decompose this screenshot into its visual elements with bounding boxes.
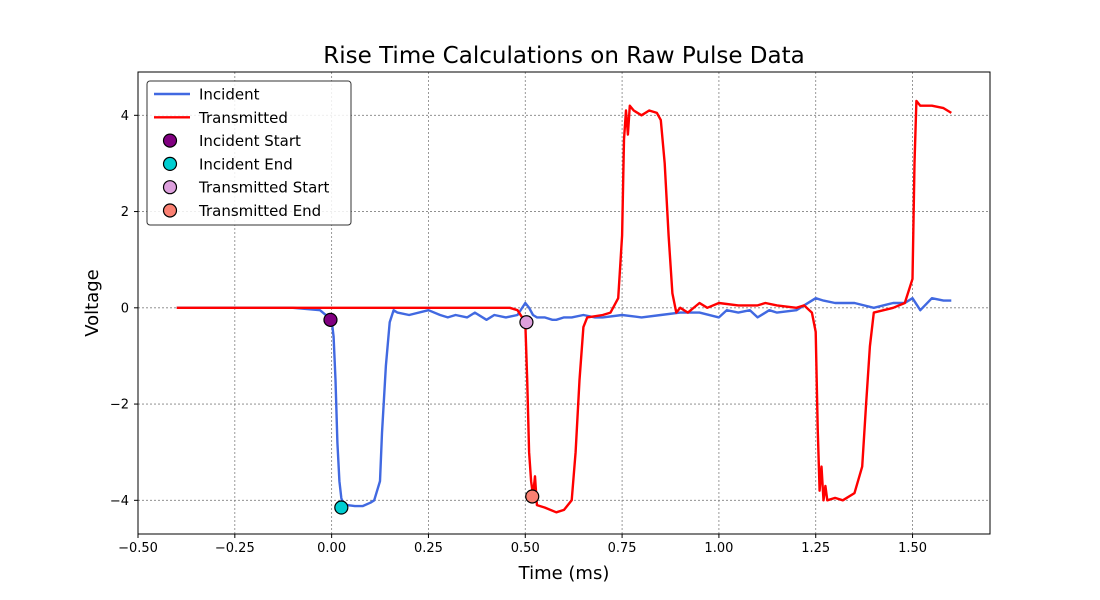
plot-frame bbox=[137, 71, 991, 535]
marker-incident-start bbox=[323, 312, 338, 327]
legend-swatch-incident-start bbox=[162, 133, 178, 148]
x-axis-label: Time (ms) bbox=[518, 563, 610, 584]
x-tick-label: 0.25 bbox=[414, 541, 443, 556]
y-tick-label: 2 bbox=[121, 205, 129, 220]
legend: Incident Transmitted Incident Start Inciden… bbox=[146, 80, 352, 226]
x-tick-label: 1.00 bbox=[704, 541, 733, 556]
x-tick-label: 1.25 bbox=[801, 541, 830, 556]
legend-swatch-transmitted-start bbox=[162, 180, 178, 195]
x-axis: −0.50 −0.25 0.00 0.25 0.50 0.75 1.00 1.25 1.50 bbox=[118, 534, 927, 556]
series-line-incident bbox=[176, 297, 952, 508]
x-tick-label: 1.50 bbox=[898, 541, 927, 556]
legend-label: Transmitted Start bbox=[198, 179, 329, 197]
marker-transmitted-start bbox=[519, 315, 534, 330]
legend-swatch-transmitted-end bbox=[162, 203, 178, 218]
legend-label: Incident Start bbox=[199, 132, 301, 150]
x-tick-label: 0.75 bbox=[608, 541, 637, 556]
x-tick-label: 0.00 bbox=[317, 541, 346, 556]
marker-incident-end bbox=[334, 500, 349, 515]
y-tick-label: −4 bbox=[110, 494, 129, 509]
markers-layer bbox=[323, 312, 540, 515]
y-tick-label: 0 bbox=[121, 301, 129, 316]
x-tick-label: 0.50 bbox=[511, 541, 540, 556]
x-tick-label: −0.50 bbox=[118, 541, 158, 556]
x-tick-label: −0.25 bbox=[215, 541, 255, 556]
legend-box bbox=[146, 80, 352, 226]
y-tick-label: −2 bbox=[110, 398, 129, 413]
legend-label: Transmitted bbox=[198, 109, 288, 127]
legend-swatch-incident-end bbox=[162, 156, 178, 171]
legend-label: Incident End bbox=[199, 155, 293, 173]
legend-label: Incident bbox=[199, 86, 260, 104]
marker-transmitted-end bbox=[525, 489, 540, 504]
chart-title: Rise Time Calculations on Raw Pulse Data bbox=[323, 43, 804, 69]
series-line-transmitted bbox=[176, 99, 952, 514]
y-tick-label: 4 bbox=[121, 109, 129, 124]
y-axis: −4 −2 0 2 4 bbox=[110, 109, 138, 509]
y-axis-label: Voltage bbox=[82, 269, 103, 337]
legend-label: Transmitted End bbox=[198, 202, 321, 220]
